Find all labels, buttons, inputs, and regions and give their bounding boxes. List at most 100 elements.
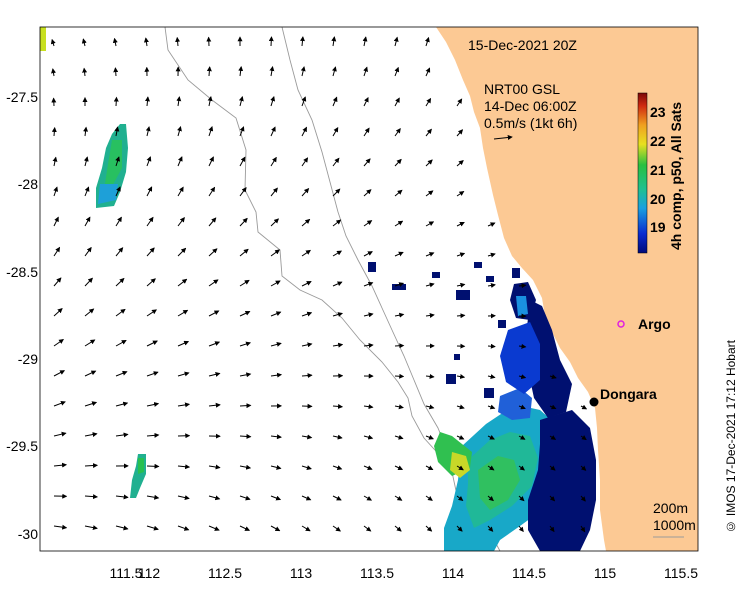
current-vector: [363, 127, 370, 137]
current-vector: [301, 342, 313, 348]
current-vector: [53, 186, 59, 197]
current-vector: [301, 218, 311, 227]
current-vector: [518, 525, 524, 533]
current-vector: [239, 156, 246, 167]
current-vector: [487, 404, 496, 410]
current-vector: [580, 404, 588, 410]
current-vector: [394, 220, 404, 227]
current-vector: [239, 126, 245, 137]
current-vector: [207, 95, 213, 107]
current-vector: [146, 494, 160, 500]
current-vector: [425, 465, 434, 471]
current-vector: [239, 341, 251, 347]
current-vector: [394, 343, 405, 349]
colorbar-tick: 21: [650, 162, 666, 178]
current-vector: [53, 431, 67, 437]
current-vector: [518, 374, 527, 380]
current-vector: [84, 186, 90, 197]
current-vector: [270, 464, 282, 470]
current-vector: [146, 402, 160, 407]
current-vector: [332, 188, 341, 197]
current-vector: [332, 312, 343, 317]
current-vector: [394, 282, 405, 287]
current-vector: [115, 401, 129, 407]
current-vector: [425, 312, 435, 318]
current-vector: [145, 126, 151, 137]
current-vector: [456, 465, 464, 471]
current-vector: [238, 65, 244, 77]
current-vector: [549, 404, 557, 410]
current-vector: [394, 158, 402, 167]
y-tick-label: -28.5: [6, 264, 38, 280]
current-vector: [332, 434, 343, 440]
current-vector: [239, 433, 252, 439]
current-vector: [114, 126, 120, 137]
current-vector: [146, 216, 154, 227]
current-vector: [239, 525, 251, 531]
credit-text: © IMOS 17-Dec-2021 17:12 Hobart: [724, 340, 738, 534]
current-vector: [53, 339, 64, 347]
current-vector: [425, 159, 433, 167]
current-vector: [177, 217, 185, 227]
current-vector: [332, 281, 343, 287]
current-vector: [53, 308, 63, 317]
current-vector: [394, 525, 402, 532]
product-line-2: 14-Dec 06:00Z: [484, 98, 577, 114]
sst-patch-southwest: [130, 454, 146, 498]
current-vector: [425, 190, 434, 197]
current-vector: [518, 343, 527, 349]
current-vector: [177, 340, 190, 347]
current-vector: [363, 342, 374, 348]
current-vector: [456, 98, 463, 107]
current-vector: [456, 129, 464, 137]
current-vector: [549, 374, 557, 380]
current-vector: [487, 252, 496, 258]
x-axis: 111.5 112 112.5 113 113.5 114 114.5 115 …: [110, 565, 699, 581]
current-vector: [239, 217, 248, 227]
current-vector: [456, 160, 464, 167]
current-vector: [144, 96, 150, 107]
x-tick-label: 115: [594, 565, 617, 581]
argo-marker: [617, 320, 625, 328]
current-vector: [425, 252, 435, 257]
current-vector: [84, 216, 91, 227]
current-vector: [177, 247, 187, 257]
current-vector: [115, 525, 129, 531]
current-vector: [580, 435, 587, 441]
current-vector: [332, 342, 344, 348]
current-vector: [425, 404, 435, 410]
current-vector: [52, 156, 58, 167]
current-vector: [146, 371, 159, 377]
product-line-3: 0.5m/s (1kt 6h): [484, 115, 577, 131]
current-vector: [270, 126, 276, 137]
current-vector: [53, 400, 66, 407]
current-vector: [332, 465, 343, 470]
current-vector: [270, 495, 282, 501]
current-vector: [270, 280, 281, 287]
isobath-1000m: [281, 27, 467, 551]
current-vector: [208, 525, 220, 531]
current-vector: [146, 247, 155, 257]
current-vector: [487, 495, 494, 502]
current-vector: [394, 495, 403, 501]
current-vector: [115, 247, 124, 257]
current-vector: [269, 65, 275, 77]
current-vector: [456, 435, 465, 440]
sst-pixel-corner: [40, 27, 46, 51]
current-vector: [177, 309, 189, 317]
current-vector: [208, 217, 217, 227]
current-vector: [81, 38, 87, 47]
current-vector: [115, 432, 129, 438]
sst-patch-west: [96, 124, 128, 208]
current-vector: [487, 283, 496, 288]
current-vector: [115, 216, 122, 227]
date-label: 15-Dec-2021 20Z: [468, 37, 577, 53]
current-vector: [84, 370, 97, 377]
current-vector: [177, 186, 184, 197]
current-vector: [425, 67, 431, 77]
current-vector: [239, 279, 250, 287]
current-vector: [175, 36, 181, 47]
current-vector: [115, 370, 128, 377]
current-vector: [115, 494, 129, 500]
current-vector: [487, 222, 496, 227]
